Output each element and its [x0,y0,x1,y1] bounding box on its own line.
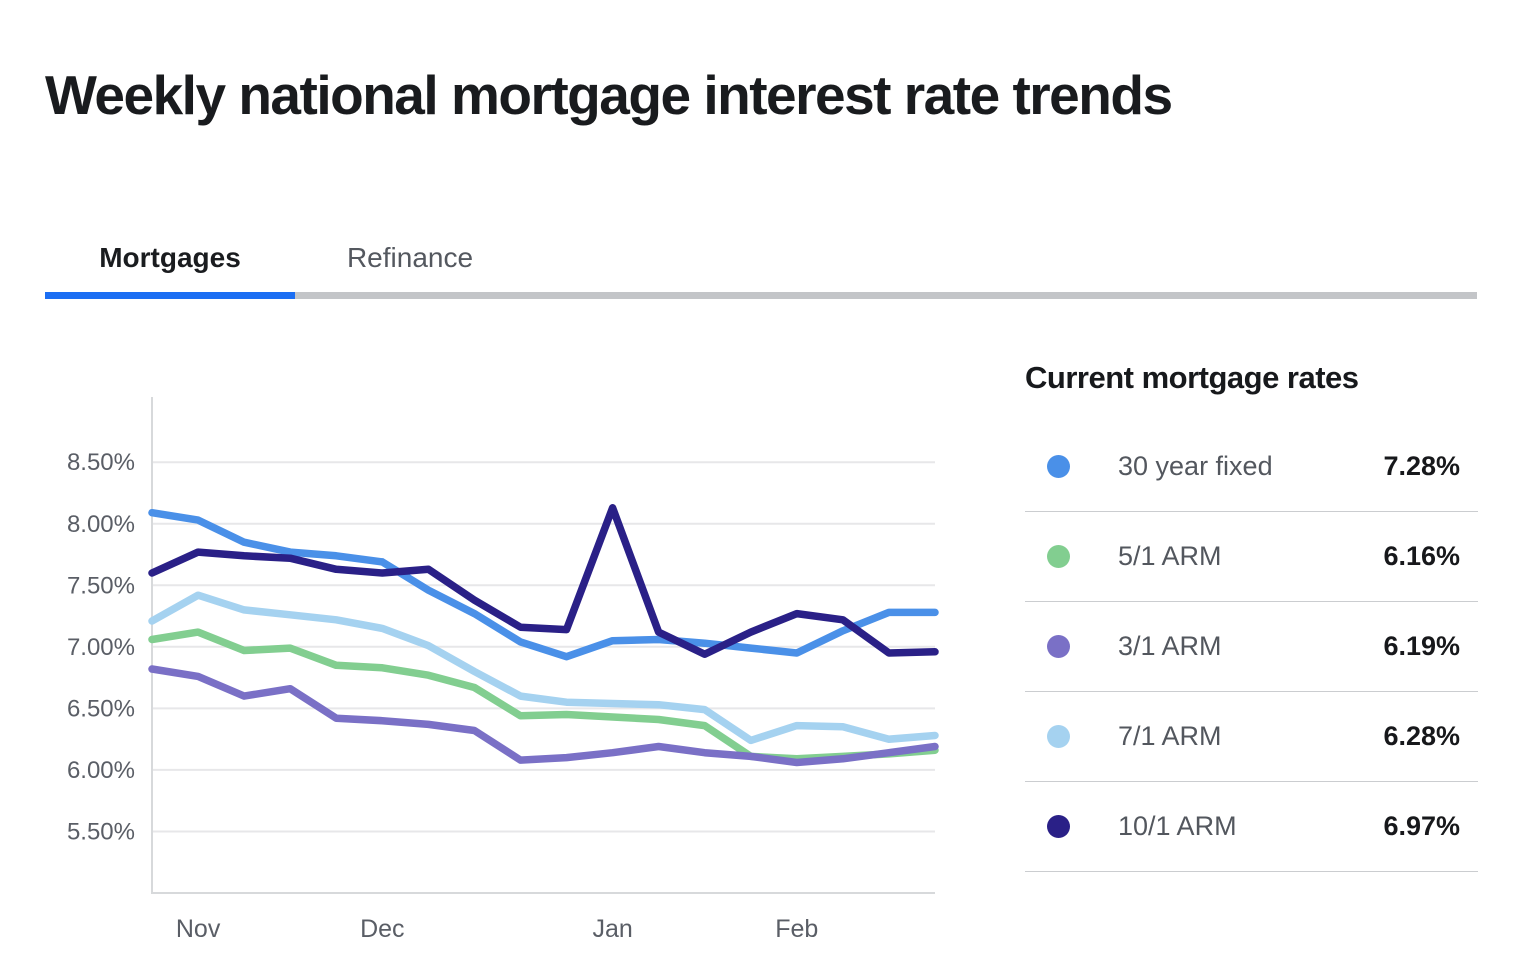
y-axis-tick-label: 7.00% [67,634,135,661]
legend-row-5-1-arm: 5/1 ARM 6.16% [1025,512,1478,602]
series-line-30-year-fixed [148,508,939,661]
y-axis-tick-label: 5.50% [67,819,135,846]
series-line-3-1-arm [148,665,939,767]
series-dot-30-year-fixed [1047,455,1070,478]
series-dot-5-1-arm [1047,545,1070,568]
legend-value: 6.16% [1383,541,1460,571]
series-line-7-1-arm [148,591,939,745]
tab-refinance[interactable]: Refinance [346,242,474,273]
tab-underline-track [45,292,1477,299]
legend-label: 10/1 ARM [1118,811,1237,841]
series-dot-10-1-arm [1047,815,1070,838]
rate-chart[interactable]: 8.50% 8.00% 7.50% 7.00% 6.50% 6.00% 5.50% Nov De… [0,0,1000,978]
y-axis-tick-label: 8.00% [67,511,135,538]
legend-label: 30 year fixed [1118,451,1273,481]
legend-label: 5/1 ARM [1118,541,1222,571]
legend-label: 3/1 ARM [1118,631,1222,661]
tab-mortgages[interactable]: Mortgages [99,242,241,273]
legend-row-10-1-arm: 10/1 ARM 6.97% [1025,782,1478,872]
legend-value: 6.19% [1383,631,1460,661]
legend-value: 6.28% [1383,721,1460,751]
x-axis-tick-label: Nov [176,915,221,943]
current-rates-panel: Current mortgage rates 30 year fixed 7.2… [1025,360,1478,872]
legend-title: Current mortgage rates [1025,360,1359,395]
legend-row-30-year-fixed: 30 year fixed 7.28% [1025,422,1478,512]
series-dot-7-1-arm [1047,725,1070,748]
legend-row-3-1-arm: 3/1 ARM 6.19% [1025,602,1478,692]
y-axis-tick-label: 7.50% [67,572,135,599]
y-axis-tick-label: 6.00% [67,757,135,784]
legend-row-7-1-arm: 7/1 ARM 6.28% [1025,692,1478,782]
x-axis-tick-label: Jan [592,915,632,943]
x-axis-tick-label: Feb [775,915,818,943]
tab-bar: Mortgages Refinance [45,236,500,274]
x-axis-tick-label: Dec [360,915,404,943]
legend-label: 7/1 ARM [1118,721,1222,751]
tab-active-underline [45,292,295,299]
legend-value: 6.97% [1383,811,1460,841]
y-axis-tick-label: 6.50% [67,695,135,722]
legend-value: 7.28% [1383,451,1460,481]
series-dot-3-1-arm [1047,635,1070,658]
series-line-10-1-arm [148,504,939,658]
page-title: Weekly national mortgage interest rate t… [45,63,1173,126]
y-axis-tick-label: 8.50% [67,449,135,476]
